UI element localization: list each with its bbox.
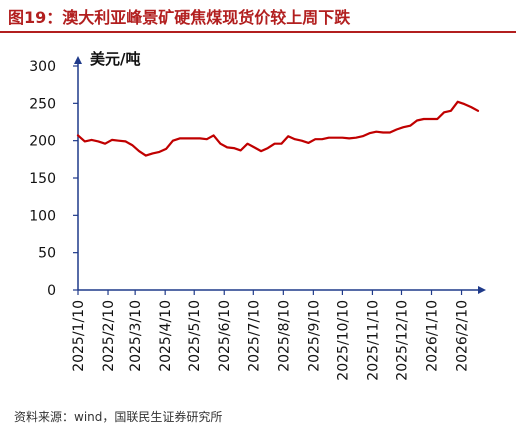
y-tick-label: 50 — [38, 246, 56, 262]
y-tick-label: 100 — [29, 208, 56, 224]
x-tick-label: 2025/2/10 — [101, 300, 117, 372]
y-tick-label: 250 — [29, 96, 56, 112]
source-note: 资料来源：wind，国联民生证券研究所 — [14, 410, 223, 424]
x-tick-label: 2025/12/10 — [394, 300, 410, 381]
y-tick-label: 300 — [29, 59, 56, 75]
y-tick-label: 150 — [29, 171, 56, 187]
x-tick-label: 2025/4/10 — [158, 300, 174, 372]
x-tick-label: 2025/6/10 — [217, 300, 233, 372]
x-tick-label: 2025/1/10 — [71, 300, 87, 372]
x-tick-label: 2025/8/10 — [276, 300, 292, 372]
x-tick-label: 2025/3/10 — [128, 300, 144, 372]
y-axis-arrow — [74, 56, 82, 64]
y-axis-unit-label: 美元/吨 — [90, 50, 140, 68]
x-axis-arrow — [478, 286, 486, 294]
x-tick-label: 2025/5/10 — [187, 300, 203, 372]
y-tick-label: 0 — [47, 283, 56, 299]
series-line — [76, 100, 480, 157]
x-tick-label: 2025/11/10 — [365, 300, 381, 381]
x-tick-label: 2025/7/10 — [246, 300, 262, 372]
y-tick-label: 200 — [29, 134, 56, 150]
title-rule — [0, 31, 516, 33]
x-tick-label: 2026/2/10 — [455, 300, 471, 372]
x-tick-label: 2026/1/10 — [425, 300, 441, 372]
x-tick-label: 2025/9/10 — [306, 300, 322, 372]
figure-title: 图19：澳大利亚峰景矿硬焦煤现货价较上周下跌 — [8, 8, 351, 27]
x-tick-label: 2025/10/10 — [335, 300, 351, 381]
